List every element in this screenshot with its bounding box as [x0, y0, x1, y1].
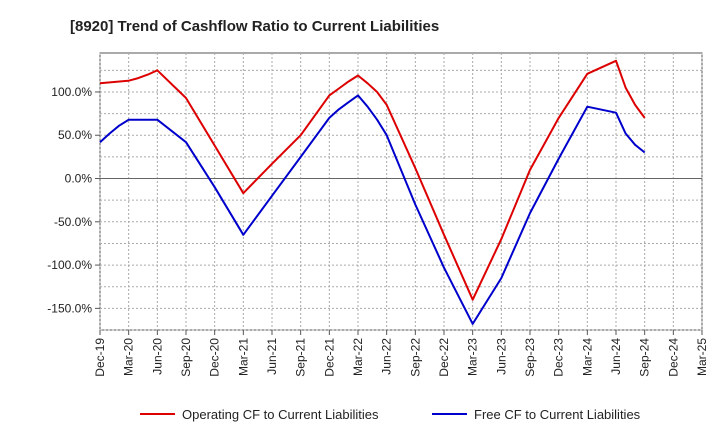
- x-tick-label: Dec-22: [437, 338, 451, 377]
- x-tick-label: Jun-21: [265, 338, 279, 375]
- x-tick-label: Sep-20: [179, 338, 193, 377]
- x-tick-label: Dec-21: [322, 338, 336, 377]
- x-tick-label: Mar-20: [122, 338, 136, 376]
- x-tick-label: Dec-23: [552, 338, 566, 377]
- x-tick-label: Jun-23: [494, 338, 508, 375]
- x-tick-label: Mar-23: [466, 338, 480, 376]
- x-tick-label: Dec-24: [666, 338, 680, 377]
- legend: Operating CF to Current Liabilities Free…: [140, 407, 641, 422]
- x-tick-label: Mar-25: [695, 338, 709, 376]
- plot-area: 100.0% 50.0% 0.0% -50.0% -100.0% -150.0% Dec-1…: [47, 52, 709, 377]
- x-tick-label: Mar-24: [580, 338, 594, 376]
- y-tick-label: 50.0%: [58, 128, 92, 142]
- x-tick-label: Jun-20: [150, 338, 164, 375]
- x-tick-label: Sep-22: [408, 338, 422, 377]
- y-tick-label: -50.0%: [54, 215, 92, 229]
- plot-frame: [99, 52, 703, 331]
- y-tick-label: -150.0%: [47, 301, 92, 315]
- x-tick-label: Sep-24: [638, 338, 652, 377]
- legend-label-free-cf: Free CF to Current Liabilities: [474, 407, 641, 422]
- legend-label-operating-cf: Operating CF to Current Liabilities: [182, 407, 379, 422]
- x-tick-label: Jun-22: [380, 338, 394, 375]
- x-tick-label: Mar-21: [236, 338, 250, 376]
- x-tick-label: Sep-21: [294, 338, 308, 377]
- x-tick-label: Mar-22: [351, 338, 365, 376]
- y-tick-label: 0.0%: [65, 172, 93, 186]
- x-tick-label: Sep-23: [523, 338, 537, 377]
- series-line-free-cf: [99, 94, 646, 325]
- y-tick-label: 100.0%: [51, 85, 92, 99]
- x-tick-label: Dec-19: [93, 338, 107, 377]
- series-line-operating-cf: [99, 59, 646, 301]
- x-tick-label: Jun-24: [609, 338, 623, 375]
- chart-title: [8920] Trend of Cashflow Ratio to Curren…: [70, 18, 439, 35]
- y-tick-label: -100.0%: [47, 258, 92, 272]
- x-tick-label: Dec-20: [208, 338, 222, 377]
